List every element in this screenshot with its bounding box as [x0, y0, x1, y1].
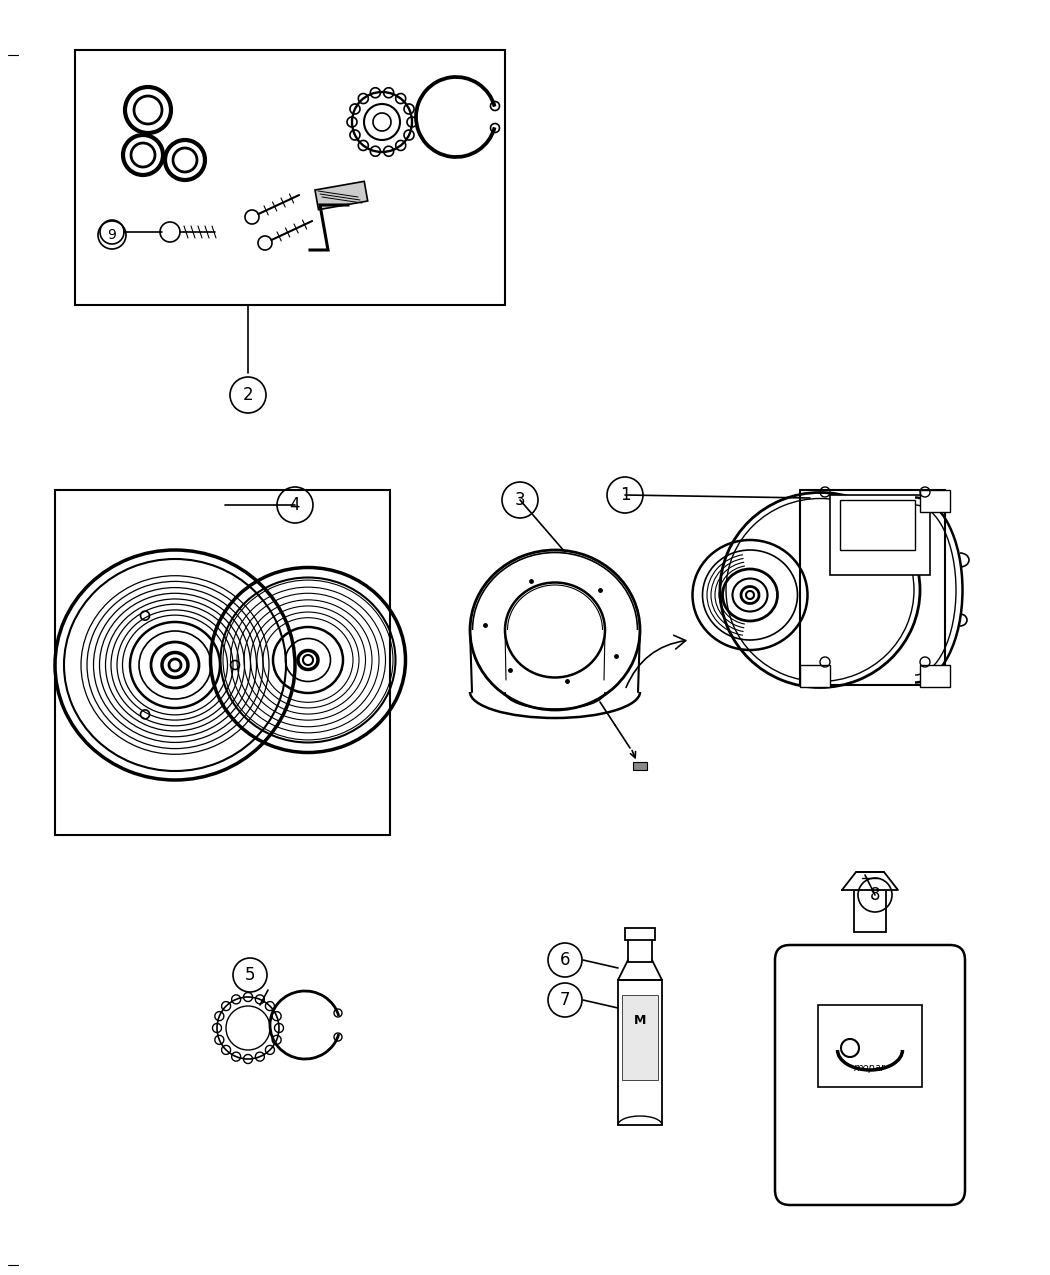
Bar [830, 495, 930, 575]
Text: 1: 1 [620, 486, 630, 504]
FancyBboxPatch shape [775, 945, 965, 1205]
Text: M: M [634, 1014, 646, 1026]
Text: 3: 3 [514, 491, 525, 509]
Bar [622, 994, 658, 1080]
Text: 9: 9 [107, 228, 117, 242]
Bar [55, 490, 390, 835]
Text: 5: 5 [245, 966, 255, 984]
FancyArrowPatch shape [626, 635, 686, 687]
Text: 2: 2 [243, 386, 253, 404]
Bar [818, 1005, 922, 1088]
Bar [840, 500, 915, 550]
Bar [854, 890, 886, 932]
Bar [800, 490, 945, 685]
Bar [628, 938, 652, 963]
Bar [800, 666, 830, 687]
Bar [920, 490, 950, 513]
Text: 7: 7 [560, 991, 570, 1009]
Bar [618, 980, 662, 1125]
Text: 8: 8 [869, 886, 880, 904]
Bar [315, 181, 368, 209]
Text: 6: 6 [560, 951, 570, 969]
Text: 4: 4 [290, 496, 300, 514]
Text: mopar: mopar [854, 1063, 886, 1074]
Bar [75, 50, 505, 305]
Bar [625, 928, 655, 940]
Bar [920, 666, 950, 687]
Bar [633, 762, 647, 770]
Polygon shape [842, 872, 898, 890]
Polygon shape [618, 960, 662, 980]
